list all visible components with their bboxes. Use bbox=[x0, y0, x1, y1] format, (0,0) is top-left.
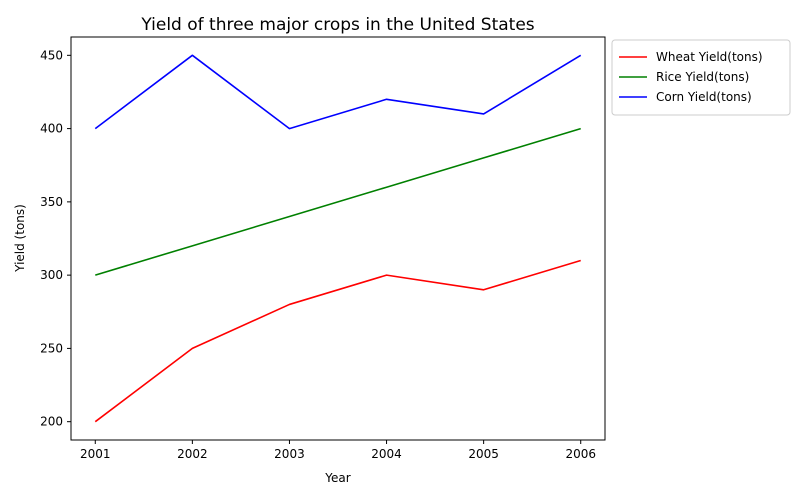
legend: Wheat Yield(tons) Rice Yield(tons) Corn Yi… bbox=[611, 39, 791, 116]
series-line-corn-yield bbox=[94, 54, 582, 130]
y-tick-label: 250 bbox=[40, 341, 63, 355]
y-tick-label: 200 bbox=[40, 415, 63, 429]
legend-label-corn-yield: Corn Yield(tons) bbox=[656, 90, 752, 104]
series-lines bbox=[94, 54, 582, 423]
y-axis: 200 250 300 350 400 450 bbox=[40, 48, 71, 429]
y-axis-label: Yield (tons) bbox=[13, 204, 27, 273]
legend-label-rice-yield: Rice Yield(tons) bbox=[656, 70, 749, 84]
series-line-wheat-yield bbox=[94, 259, 581, 423]
legend-label-wheat-yield: Wheat Yield(tons) bbox=[656, 50, 763, 64]
x-axis-label: Year bbox=[324, 471, 350, 485]
legend-frame bbox=[611, 39, 791, 116]
y-tick-label: 350 bbox=[40, 195, 63, 209]
x-tick-label: 2003 bbox=[274, 447, 305, 461]
y-tick-label: 450 bbox=[40, 48, 63, 62]
x-axis: 2001 2002 2003 2004 2005 2006 bbox=[80, 440, 596, 461]
x-tick-label: 2004 bbox=[371, 447, 402, 461]
y-tick-label: 300 bbox=[40, 268, 63, 282]
y-tick-label: 400 bbox=[40, 122, 63, 136]
chart-title: Yield of three major crops in the United… bbox=[140, 15, 534, 35]
x-tick-label: 2002 bbox=[177, 447, 208, 461]
series-line-rice-yield bbox=[95, 127, 581, 276]
x-tick-label: 2006 bbox=[565, 447, 596, 461]
x-tick-label: 2005 bbox=[468, 447, 499, 461]
x-tick-label: 2001 bbox=[80, 447, 111, 461]
